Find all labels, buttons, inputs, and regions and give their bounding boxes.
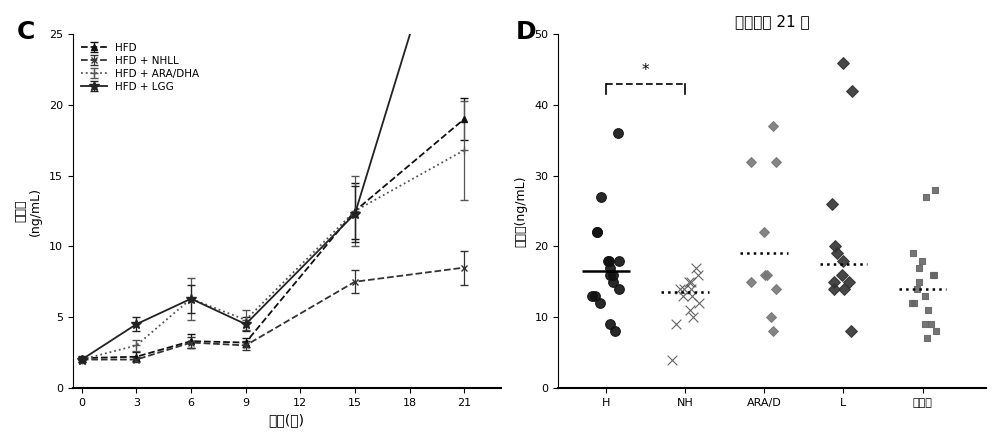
Point — [905, 250, 921, 257]
Point — [605, 271, 621, 278]
Point — [676, 285, 692, 292]
Y-axis label: 胰岛素
(ng/mL): 胰岛素 (ng/mL) — [14, 187, 42, 235]
Point — [768, 158, 784, 165]
Point — [919, 335, 935, 342]
Y-axis label: 胰岛素(ng/mL): 胰岛素(ng/mL) — [514, 175, 527, 247]
Point — [690, 271, 706, 278]
Point — [602, 321, 618, 328]
Point — [605, 278, 621, 285]
Point — [600, 257, 616, 264]
Point — [681, 278, 697, 285]
Point — [841, 278, 857, 285]
Point — [920, 306, 936, 314]
Point — [909, 285, 925, 292]
Point — [587, 292, 603, 299]
Point — [607, 328, 623, 335]
Point — [918, 193, 934, 200]
Point — [768, 285, 784, 292]
Point — [684, 292, 700, 299]
Point — [927, 186, 943, 193]
Point — [756, 229, 772, 236]
Point — [688, 264, 704, 271]
Point — [601, 257, 617, 264]
Point — [829, 250, 845, 257]
Point — [682, 306, 698, 314]
Point — [610, 130, 626, 137]
Point — [668, 321, 684, 328]
Point — [664, 356, 680, 363]
Point — [691, 299, 707, 306]
Point — [611, 257, 627, 264]
Legend: HFD, HFD + NHLL, HFD + ARA/DHA, HFD + LGG: HFD, HFD + NHLL, HFD + ARA/DHA, HFD + LG… — [78, 39, 203, 95]
Text: *: * — [642, 63, 649, 78]
Point — [593, 193, 609, 200]
Point — [914, 257, 930, 264]
Point — [592, 299, 608, 306]
Point — [827, 243, 843, 250]
Point — [584, 292, 600, 299]
Point — [611, 285, 627, 292]
Point — [926, 271, 942, 278]
Point — [759, 271, 775, 278]
Point — [672, 285, 688, 292]
Point — [743, 278, 759, 285]
Point — [928, 328, 944, 335]
Point — [683, 278, 699, 285]
Point — [906, 299, 922, 306]
Point — [844, 87, 860, 94]
Point — [917, 321, 933, 328]
Point — [602, 271, 618, 278]
Point — [757, 271, 773, 278]
Point — [675, 292, 691, 299]
Point — [843, 328, 859, 335]
Point — [911, 264, 927, 271]
Point — [589, 229, 605, 236]
X-axis label: 时间(周): 时间(周) — [269, 413, 305, 427]
Point — [917, 292, 933, 299]
Point — [834, 271, 850, 278]
Point — [824, 200, 840, 207]
Point — [763, 314, 779, 321]
Point — [911, 278, 927, 285]
Point — [923, 321, 939, 328]
Point — [826, 278, 842, 285]
Point — [743, 158, 759, 165]
Point — [826, 285, 842, 292]
Point — [602, 264, 618, 271]
Point — [683, 285, 699, 292]
Point — [765, 328, 781, 335]
Point — [925, 271, 941, 278]
Point — [836, 285, 852, 292]
Text: D: D — [515, 20, 536, 44]
Point — [835, 257, 851, 264]
Point — [589, 229, 605, 236]
Point — [685, 314, 701, 321]
Point — [835, 59, 851, 66]
Point — [904, 299, 920, 306]
Point — [765, 123, 781, 130]
Text: C: C — [17, 20, 35, 44]
Title: 胰岛素第 21 周: 胰岛素第 21 周 — [735, 14, 809, 29]
